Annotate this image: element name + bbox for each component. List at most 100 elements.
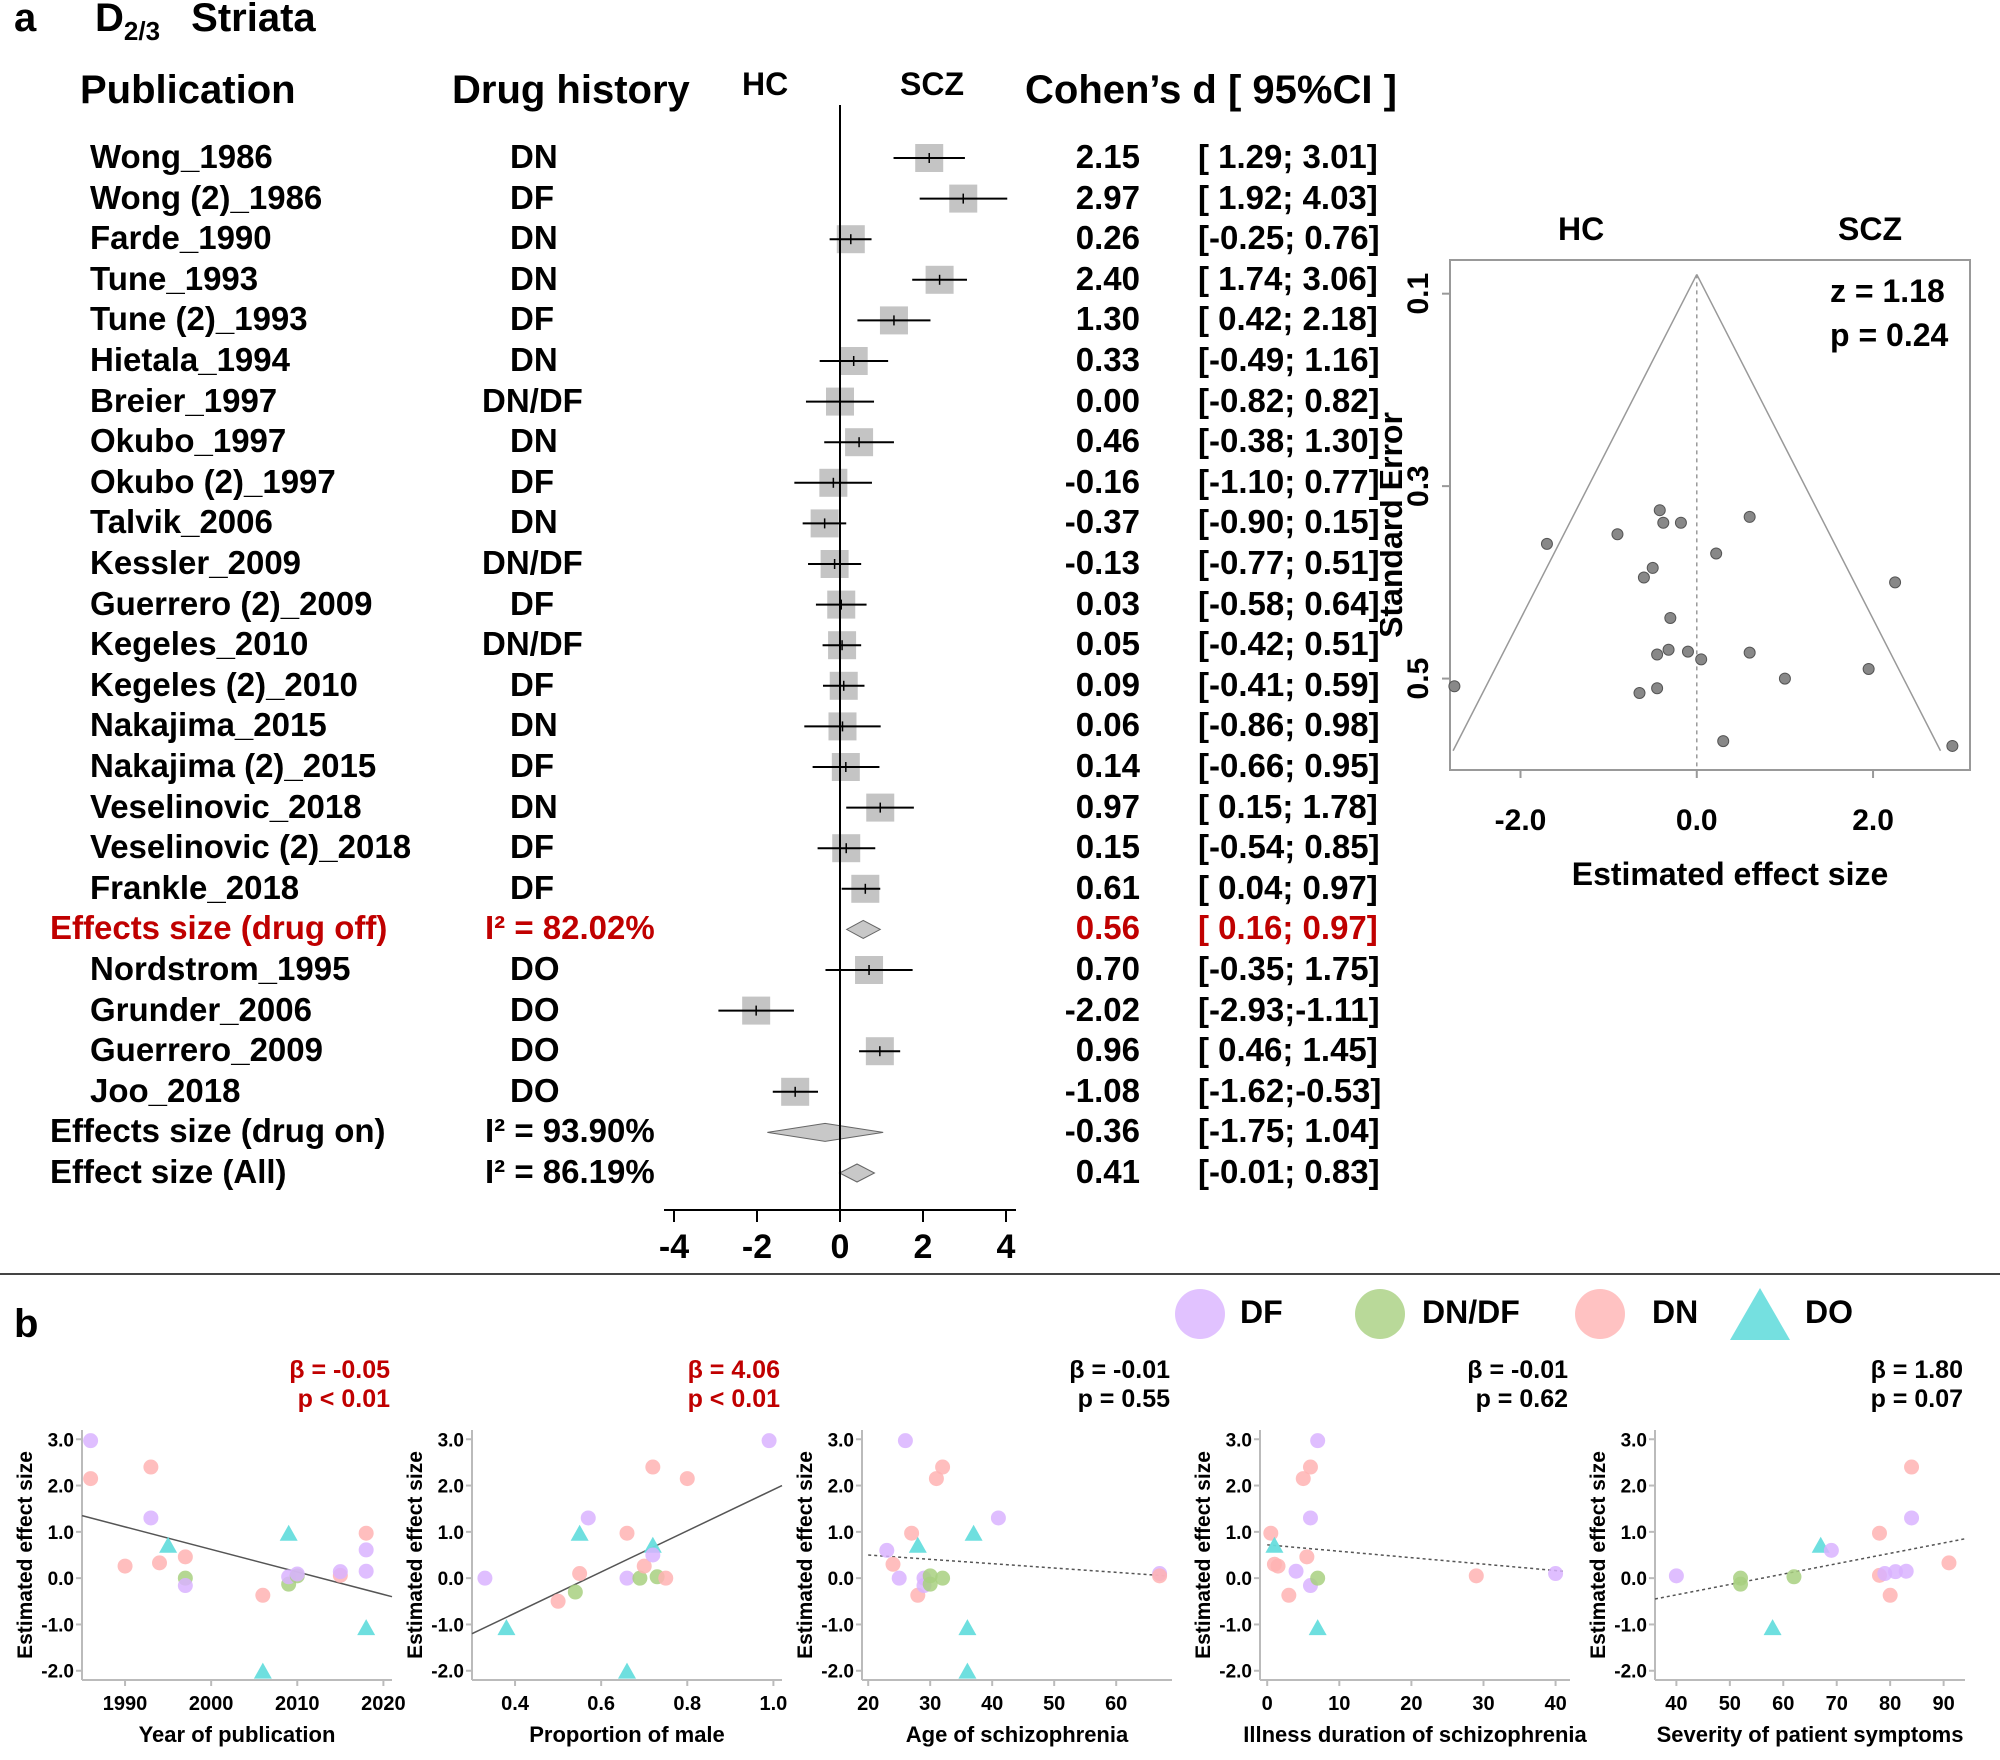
forest-row-ci: [-0.66; 0.95] (1198, 747, 1380, 784)
title-d: D (95, 0, 124, 40)
meta-point-dn (572, 1566, 588, 1582)
meta-point-dndf (1786, 1569, 1802, 1585)
meta-point-df (897, 1433, 913, 1449)
funnel-point (1540, 537, 1553, 550)
forest-row-d: 2.40 (1075, 259, 1140, 297)
forest-row-ci: [-0.25; 0.76] (1198, 219, 1380, 257)
forest-row-label: Veselinovic_2018 (90, 787, 362, 825)
forest-summary-diamond (838, 1163, 876, 1183)
forest-row-d: 0.33 (1075, 341, 1140, 378)
meta-p-label: p = 0.55 (1078, 1385, 1171, 1413)
forest-row-ci: [-0.35; 1.75] (1198, 950, 1380, 987)
meta-point-df (1904, 1510, 1920, 1526)
meta-y-tick-label: -2.0 (821, 1662, 854, 1683)
forest-summary-diamond (845, 919, 882, 939)
meta-point-dn (645, 1459, 661, 1475)
funnel-right-boundary (1696, 274, 1942, 752)
meta-y-tick-label: 2.0 (438, 1477, 464, 1498)
forest-row-drug: I² = 82.02% (485, 909, 655, 947)
forest-row-ci: [-0.49; 1.16] (1198, 341, 1380, 378)
meta-point-dn (550, 1593, 566, 1609)
meta-x-tick-label: 40 (1665, 1693, 1687, 1715)
meta-x-axis-label: Proportion of male (529, 1722, 725, 1747)
forest-row-drug: DN (510, 259, 558, 297)
forest-row-label: Kegeles (2)_2010 (90, 665, 358, 703)
meta-point-df (358, 1563, 374, 1579)
meta-x-tick-label: 1.0 (759, 1693, 787, 1715)
meta-y-tick-label: -2.0 (1219, 1662, 1252, 1683)
meta-y-axis-label: Estimated effect size (14, 1451, 37, 1659)
meta-x-tick-label: 0.8 (673, 1693, 701, 1715)
meta-point-dndf (1310, 1570, 1326, 1586)
meta-beta-label: β = 1.80 (1871, 1356, 1963, 1384)
forest-row-drug: DO (510, 1071, 560, 1109)
meta-point-dn (358, 1525, 374, 1541)
meta-y-tick-label: 3.0 (1621, 1430, 1647, 1451)
meta-fit-line (81, 1514, 393, 1598)
meta-fit-line (1267, 1544, 1563, 1572)
forest-row-drug: DF (510, 828, 554, 866)
meta-point-df (1302, 1510, 1318, 1526)
meta-point-dn (1270, 1558, 1286, 1574)
forest-row-ci: [-0.01; 0.83] (1198, 1153, 1380, 1190)
meta-point-do (643, 1536, 662, 1553)
forest-row-drug: DF (510, 665, 554, 703)
meta-y-tick-label: 2.0 (1621, 1477, 1647, 1498)
meta-point-dn (117, 1558, 133, 1574)
funnel-left-boundary (1452, 274, 1698, 752)
funnel-scz-label: SCZ (1838, 211, 1902, 247)
meta-fit-line (868, 1554, 1166, 1577)
meta-point-df (332, 1564, 348, 1580)
meta-point-dndf (922, 1576, 938, 1592)
meta-x-tick-label: 30 (1472, 1693, 1494, 1715)
forest-row-d: -1.08 (1064, 1071, 1140, 1109)
panel-a-letter: a (14, 0, 37, 40)
forest-row-ci: [-0.77; 0.51] (1198, 544, 1380, 581)
forest-row-label: Farde_1990 (90, 219, 272, 257)
meta-y-axis-label: Estimated effect size (404, 1451, 427, 1659)
meta-point-dn (255, 1587, 271, 1603)
forest-row-d: 0.14 (1075, 747, 1140, 784)
forest-summary-diamond (767, 1122, 884, 1142)
panel-a-title: D2/3 Striata (95, 0, 316, 47)
meta-point-dn (177, 1549, 193, 1565)
meta-point-df (1288, 1563, 1304, 1579)
meta-x-tick-label: 10 (1328, 1693, 1350, 1715)
forest-row-drug: DN/DF (482, 544, 583, 581)
forest-row-label: Effects size (drug off) (50, 909, 388, 947)
meta-point-do (159, 1536, 178, 1553)
meta-x-tick-label: 0.4 (501, 1693, 530, 1715)
meta-point-df (177, 1578, 193, 1594)
header-scz: SCZ (900, 66, 964, 102)
meta-point-df (1548, 1566, 1564, 1582)
meta-point-dn (885, 1556, 901, 1572)
meta-point-df (1898, 1563, 1914, 1579)
meta-point-df (879, 1542, 895, 1558)
funnel-point (1657, 516, 1670, 529)
forest-row-drug: I² = 93.90% (485, 1112, 655, 1150)
meta-point-do (497, 1619, 516, 1636)
forest-row-drug: DN (510, 138, 558, 175)
forest-row-d: 0.61 (1075, 868, 1140, 906)
funnel-x-axis-label: Estimated effect size (1572, 856, 1889, 892)
meta-y-axis-label: Estimated effect size (1192, 1451, 1215, 1659)
forest-row-drug: DN (510, 503, 558, 541)
forest-row-label: Hietala_1994 (90, 341, 290, 378)
meta-y-tick-label: 3.0 (1226, 1430, 1252, 1451)
forest-row-drug: DF (510, 584, 554, 622)
meta-x-tick-label: 50 (1719, 1693, 1741, 1715)
meta-beta-label: β = -0.01 (1467, 1356, 1568, 1384)
forest-row-drug: DN/DF (482, 381, 583, 419)
meta-point-do (958, 1619, 977, 1636)
forest-row-label: Veselinovic (2)_2018 (90, 828, 412, 866)
forest-row-drug: I² = 86.19% (485, 1153, 655, 1190)
forest-row-d: 0.05 (1075, 625, 1140, 663)
funnel-x-tick-label: 0.0 (1676, 804, 1718, 837)
forest-row-drug: DO (510, 990, 560, 1028)
header-publication: Publication (80, 68, 296, 112)
meta-y-tick-label: 1.0 (48, 1523, 74, 1544)
meta-point-df (358, 1542, 374, 1558)
meta-point-dn (935, 1459, 951, 1475)
forest-row-label: Nakajima (2)_2015 (90, 747, 377, 784)
meta-y-tick-label: 1.0 (1226, 1523, 1252, 1544)
